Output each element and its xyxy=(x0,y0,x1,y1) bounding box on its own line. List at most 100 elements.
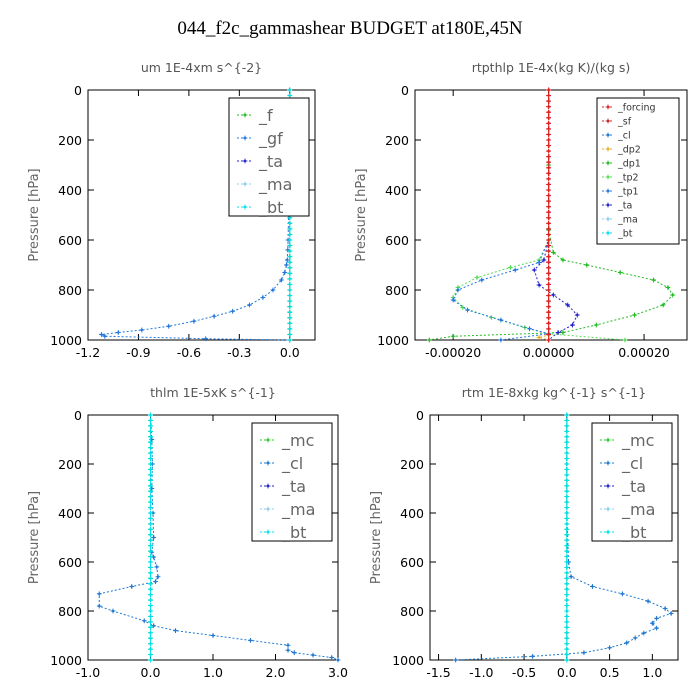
data-point xyxy=(546,248,552,254)
legend-marker xyxy=(605,202,611,208)
data-point xyxy=(546,187,552,193)
data-point xyxy=(564,445,570,451)
data-point xyxy=(148,532,153,538)
data-point xyxy=(649,620,655,626)
data-point xyxy=(148,499,153,505)
data-point xyxy=(565,302,571,308)
legend-label: _forcing xyxy=(617,103,656,114)
data-point xyxy=(141,618,147,624)
data-point xyxy=(564,652,570,657)
data-point xyxy=(546,282,552,287)
data-point xyxy=(287,265,293,271)
data-point xyxy=(560,257,566,263)
series-cl xyxy=(96,412,341,663)
data-point xyxy=(546,126,552,132)
data-point xyxy=(574,312,580,318)
data-point xyxy=(148,641,153,647)
data-point xyxy=(564,586,570,592)
data-point xyxy=(550,250,556,255)
y-tick-label: 800 xyxy=(385,283,409,298)
data-point xyxy=(148,537,153,543)
data-point xyxy=(546,320,552,326)
legend-label: _cl xyxy=(621,454,643,474)
data-point xyxy=(564,565,570,570)
y-tick-label: 1000 xyxy=(377,333,409,348)
data-point xyxy=(564,510,570,516)
legend-label: _ta xyxy=(621,477,646,497)
chart-panel-1: um 1E-4xm s^{-2} Pressure [hPa] 0 200 400 600… xyxy=(27,60,316,360)
data-point xyxy=(287,226,293,232)
data-point xyxy=(536,335,542,340)
data-point xyxy=(665,285,671,290)
data-point xyxy=(546,326,552,332)
data-point xyxy=(270,287,276,293)
data-point xyxy=(148,445,153,451)
data-point xyxy=(148,467,153,472)
data-point xyxy=(546,309,552,315)
legend-marker xyxy=(242,204,248,210)
data-point xyxy=(291,650,297,656)
y-axis-label: Pressure [hPa] xyxy=(27,491,42,584)
data-point xyxy=(546,220,552,226)
x-tick-label: 1.0 xyxy=(203,665,223,680)
data-point xyxy=(546,120,552,126)
data-point xyxy=(546,237,552,243)
data-point xyxy=(564,554,570,559)
data-point xyxy=(590,584,595,589)
data-point xyxy=(564,532,570,538)
data-point xyxy=(560,330,566,335)
data-point xyxy=(479,277,485,283)
y-tick-label: 1000 xyxy=(392,653,424,668)
legend-label: _bt xyxy=(617,229,633,240)
y-tick-label: 0 xyxy=(401,83,409,98)
series-tp1 xyxy=(450,87,552,343)
data-point xyxy=(155,574,161,580)
legend-label: _ma xyxy=(281,500,315,520)
legend-entry-ma: _ma xyxy=(260,500,315,520)
data-point xyxy=(260,295,266,300)
data-point xyxy=(230,308,236,314)
legend-entry-mc: _mc xyxy=(600,431,654,451)
data-point xyxy=(148,456,153,461)
x-tick-label: -0.5 xyxy=(512,665,536,680)
legend-marker xyxy=(605,216,611,222)
x-tick-label: -1.0 xyxy=(76,665,100,680)
data-point xyxy=(546,276,552,282)
series-line xyxy=(455,415,673,661)
plot-frame xyxy=(429,414,679,661)
data-point xyxy=(426,337,432,343)
legend-entry-gf: _gf xyxy=(237,129,283,149)
data-point xyxy=(148,488,153,494)
data-point xyxy=(102,333,108,339)
data-point xyxy=(564,423,570,429)
data-point xyxy=(148,418,153,423)
legend-entry-dp1: _dp1 xyxy=(602,159,641,170)
legend-marker xyxy=(242,158,248,164)
y-axis-label: Pressure [hPa] xyxy=(354,168,369,261)
data-point xyxy=(568,574,574,580)
legend-label: _sf xyxy=(617,117,632,128)
data-point xyxy=(546,332,552,337)
legend-entry-cl: _cl xyxy=(260,454,303,474)
data-point xyxy=(564,505,570,510)
data-point xyxy=(546,154,552,160)
data-point xyxy=(148,657,153,663)
legend-entry-ta: _ta xyxy=(260,477,306,497)
data-point xyxy=(148,516,153,521)
data-point xyxy=(564,592,570,598)
data-point xyxy=(287,320,293,326)
data-point xyxy=(564,614,570,619)
data-point xyxy=(546,148,552,154)
legend-marker xyxy=(605,160,611,166)
legend-label: _ma xyxy=(617,215,638,226)
data-point xyxy=(546,165,552,171)
data-point xyxy=(191,318,197,324)
data-point xyxy=(564,603,570,608)
data-point xyxy=(287,309,293,315)
data-point xyxy=(287,304,293,310)
data-point xyxy=(166,323,172,329)
legend-marker xyxy=(242,181,248,187)
data-point xyxy=(284,262,289,268)
x-tick-label: -0.9 xyxy=(126,345,150,360)
data-point xyxy=(546,98,552,104)
